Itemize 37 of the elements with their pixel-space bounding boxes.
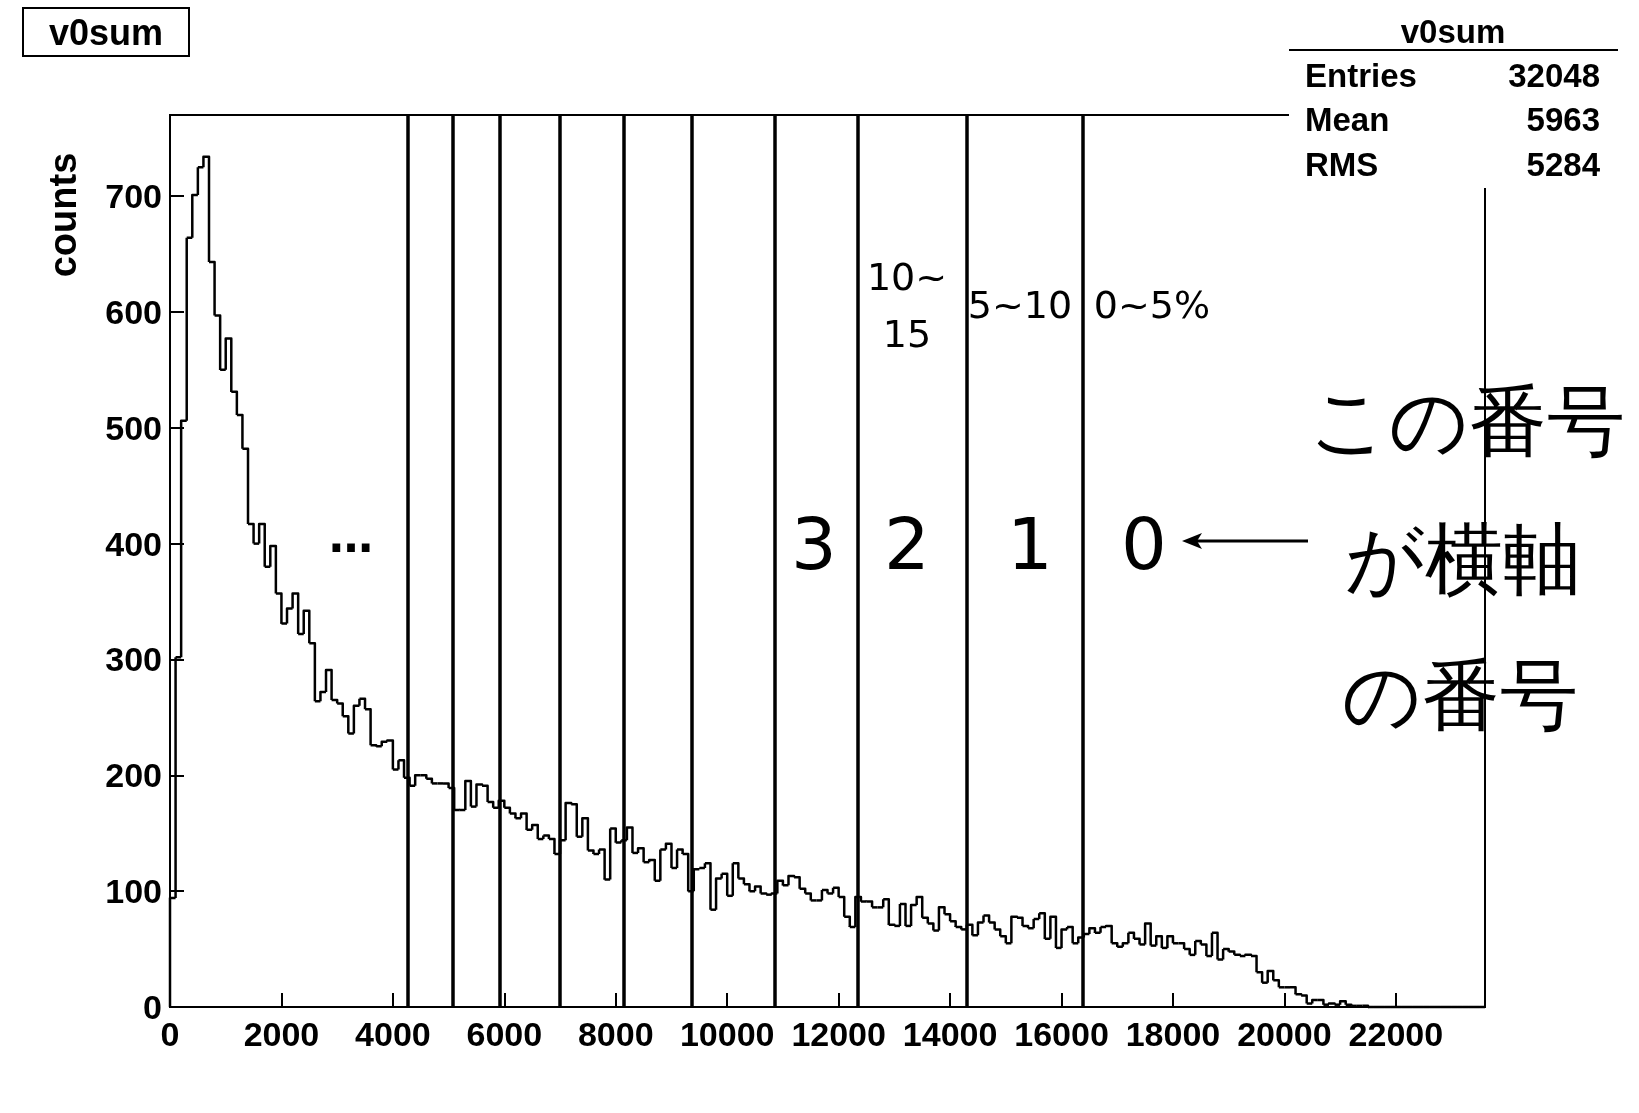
text: Entries xyxy=(1305,56,1417,94)
x-tick-label: 16000 xyxy=(1014,1015,1109,1053)
annotation: Mean xyxy=(1305,100,1390,138)
y-tick-label: 700 xyxy=(105,177,162,216)
text: 5963 xyxy=(1526,100,1600,138)
x-tick-label: 10000 xyxy=(679,1015,775,1053)
y-tick-label: 100 xyxy=(105,872,162,911)
annotation: 1 xyxy=(1007,502,1053,586)
annotation: 2 xyxy=(884,502,930,586)
x-tick-label: 22000 xyxy=(1348,1015,1444,1053)
annotation: 5~10 xyxy=(967,283,1073,327)
x-tick-label: 20000 xyxy=(1237,1015,1332,1053)
text: 5284 xyxy=(1526,145,1601,183)
annotation: … xyxy=(329,510,373,562)
y-tick-label: 200 xyxy=(105,756,162,795)
y-tick-label: 500 xyxy=(105,408,162,447)
x-tick-label: 18000 xyxy=(1125,1015,1221,1053)
annotation: RMS xyxy=(1305,145,1379,183)
annotation: 10~ xyxy=(866,255,948,299)
annotation: 15 xyxy=(882,312,932,356)
x-tick-label: 2000 xyxy=(243,1015,320,1053)
x-tick-label: 12000 xyxy=(791,1015,886,1053)
x-tick-label: 8000 xyxy=(577,1015,654,1053)
annotation: 3 xyxy=(791,502,837,586)
y-tick-label: 400 xyxy=(105,524,162,563)
annotation: 0 xyxy=(1121,502,1167,586)
y-tick-label: 0 xyxy=(143,988,162,1026)
y-axis-title: counts xyxy=(42,152,84,278)
x-tick-label: 6000 xyxy=(466,1015,543,1053)
x-tick-label: 4000 xyxy=(355,1015,431,1053)
x-tick-label: 14000 xyxy=(902,1015,998,1053)
chart-title: v0sum xyxy=(49,11,164,53)
y-tick-label: 300 xyxy=(105,640,162,679)
text: v0sum xyxy=(1400,12,1506,50)
y-tick-label: 600 xyxy=(105,292,162,331)
annotation: 0~5% xyxy=(1093,283,1211,327)
text: 32048 xyxy=(1508,56,1600,94)
